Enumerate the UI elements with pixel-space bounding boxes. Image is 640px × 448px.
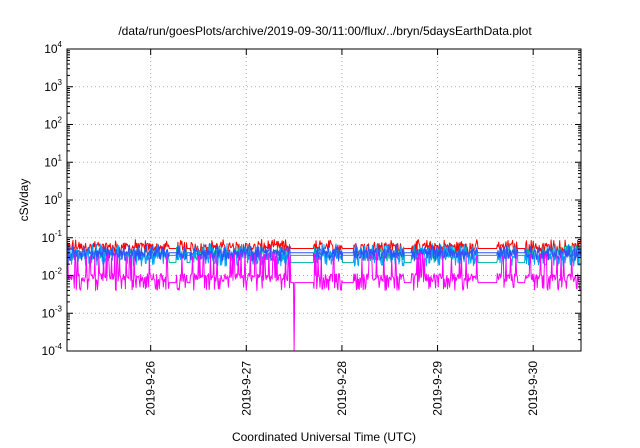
y-tick-label: 10-1 (42, 229, 63, 245)
y-tick-label: 10-4 (42, 342, 63, 358)
series-line (66, 252, 582, 352)
y-tick-label: 10-2 (42, 267, 63, 283)
y-tick-label: 101 (44, 153, 62, 169)
x-tick-label: 2019-9-30 (526, 361, 540, 416)
series-line (66, 243, 582, 267)
series-layer (66, 239, 582, 352)
y-tick-label: 103 (44, 78, 62, 94)
grid-lines (67, 49, 581, 351)
chart-title: /data/run/goesPlots/archive/2019-09-30/1… (118, 24, 532, 38)
y-axis-label: cSv/day (17, 179, 31, 222)
y-tick-label: 104 (44, 40, 62, 56)
x-tick-label: 2019-9-29 (431, 361, 445, 416)
x-axis-label: Coordinated Universal Time (UTC) (232, 430, 416, 444)
x-tick-label: 2019-9-27 (239, 361, 253, 416)
y-tick-label: 102 (44, 116, 62, 132)
y-tick-label: 10-3 (42, 304, 63, 320)
series-line (66, 244, 582, 262)
x-tick-label: 2019-9-26 (144, 361, 158, 416)
y-tick-label: 100 (44, 191, 62, 207)
x-tick-label: 2019-9-28 (335, 361, 349, 416)
axis-ticks: 10-4 10-3 10-2 10-1 100 101 102 103 104 2019-9-26… (42, 40, 581, 416)
